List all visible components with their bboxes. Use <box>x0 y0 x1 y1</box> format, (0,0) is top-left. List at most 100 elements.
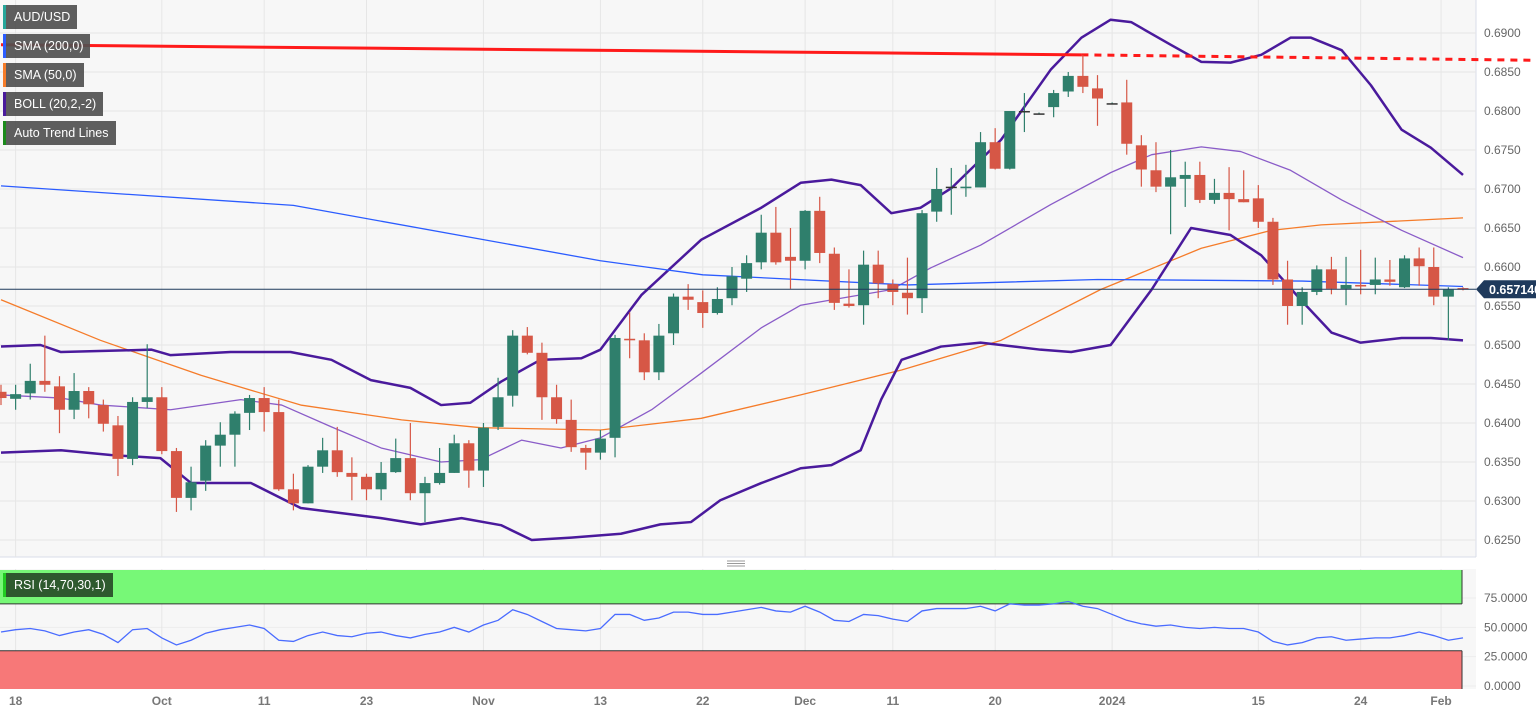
candle-body <box>0 391 7 399</box>
candle <box>39 335 51 392</box>
candle <box>1296 287 1308 325</box>
candle <box>390 438 402 473</box>
candle-body <box>814 210 826 253</box>
candle <box>1238 170 1250 203</box>
candle <box>1325 256 1337 295</box>
candle <box>916 210 928 314</box>
candle-body <box>1325 269 1337 289</box>
legend-rsi[interactable]: RSI (14,70,30,1) <box>3 573 113 597</box>
candle-body <box>1355 284 1367 287</box>
rsi-zones <box>0 570 1464 689</box>
candle-body <box>609 337 621 438</box>
time-axis[interactable]: 18 Oct 11 23 Nov 13 22 Dec 11 20 2024 15 24 Feb <box>9 694 1452 708</box>
rsi-tick-label: 25.0000 <box>1484 650 1528 664</box>
time-tick-label: 2024 <box>1099 694 1126 708</box>
candle-body <box>668 296 680 334</box>
candle <box>872 250 884 299</box>
candle-body <box>492 397 504 427</box>
candle <box>1150 142 1162 193</box>
candle-body <box>858 264 870 306</box>
candle-body <box>477 427 489 471</box>
legend-boll-label: BOLL (20,2,-2) <box>14 97 97 111</box>
candle <box>10 384 22 410</box>
candle <box>331 426 343 477</box>
candle-body <box>185 482 197 498</box>
candle <box>624 312 636 359</box>
candle-body <box>1165 177 1177 187</box>
candle <box>53 376 65 434</box>
rsi-overbought-zone <box>0 570 1462 604</box>
candle <box>68 373 80 420</box>
candle <box>361 473 372 501</box>
candle <box>1062 72 1074 97</box>
candle-body <box>463 443 475 471</box>
legend-symbol[interactable]: AUD/USD <box>3 5 78 29</box>
candle-body <box>1428 267 1440 297</box>
current-price-tag <box>1476 280 1536 299</box>
candle <box>580 444 592 470</box>
candle <box>1121 79 1133 155</box>
legend-boll[interactable]: BOLL (20,2,-2) <box>3 92 104 116</box>
candle-body <box>317 450 329 467</box>
candle <box>945 167 957 215</box>
candle <box>960 164 972 197</box>
candle <box>741 255 753 292</box>
price-tick-label: 0.6450 <box>1484 377 1521 391</box>
candle <box>784 228 796 289</box>
candle <box>1369 257 1381 295</box>
candle <box>711 287 723 315</box>
time-tick-label: Oct <box>152 694 172 708</box>
candle <box>726 267 738 306</box>
candle-body <box>1369 279 1381 285</box>
candle-body <box>1033 113 1045 115</box>
price-tick-label: 0.6800 <box>1484 104 1521 118</box>
rsi-tick-label: 50.0000 <box>1484 620 1528 634</box>
candle-body <box>1238 199 1250 203</box>
candle-body <box>594 438 606 453</box>
candle-body <box>624 338 636 341</box>
legend-trend-lines[interactable]: Auto Trend Lines <box>3 121 116 145</box>
candle-body <box>24 380 36 394</box>
candle <box>536 342 548 420</box>
candle-body <box>83 391 95 405</box>
price-tick-label: 0.6250 <box>1484 533 1521 547</box>
candle <box>931 167 943 222</box>
candle <box>697 290 709 328</box>
candle-body <box>434 472 446 484</box>
candle <box>594 430 606 460</box>
price-tick-label: 0.6550 <box>1484 299 1521 313</box>
legend-sma200[interactable]: SMA (200,0) <box>3 34 91 58</box>
price-axis[interactable]: 0.6900 0.6850 0.6800 0.6750 0.6700 0.6650 0.66… <box>1476 26 1536 547</box>
candle-body <box>960 186 972 189</box>
candle-body <box>536 352 548 398</box>
candle <box>1135 135 1147 187</box>
legend-sma50-label: SMA (50,0) <box>14 68 77 82</box>
candle-body <box>755 232 767 263</box>
candle <box>258 387 270 432</box>
candle-body <box>989 142 1001 169</box>
candle-body <box>10 394 22 399</box>
candle <box>214 422 226 467</box>
bollinger-middle-band <box>0 146 1464 463</box>
candle <box>302 465 314 504</box>
candle-body <box>258 398 270 413</box>
legend-sma50[interactable]: SMA (50,0) <box>3 63 84 87</box>
candle <box>770 206 782 265</box>
candlesticks <box>0 54 1469 523</box>
sma200-line <box>0 185 1464 288</box>
candle-body <box>507 335 519 396</box>
candle <box>551 384 563 424</box>
current-price-label: 0.657140 <box>1489 283 1536 297</box>
indicator-lines <box>0 18 1536 542</box>
candle-body <box>1106 103 1118 105</box>
rsi-axis[interactable]: 75.0000 50.0000 25.0000 0.0000 <box>1484 591 1528 693</box>
panel-resize-handle[interactable] <box>727 560 745 567</box>
candle-body <box>828 253 840 303</box>
candle <box>1208 178 1220 204</box>
price-tick-label: 0.6750 <box>1484 143 1521 157</box>
candle-body <box>975 142 987 188</box>
candle <box>404 423 416 501</box>
candle-body <box>1442 289 1454 297</box>
candle-body <box>770 232 782 263</box>
